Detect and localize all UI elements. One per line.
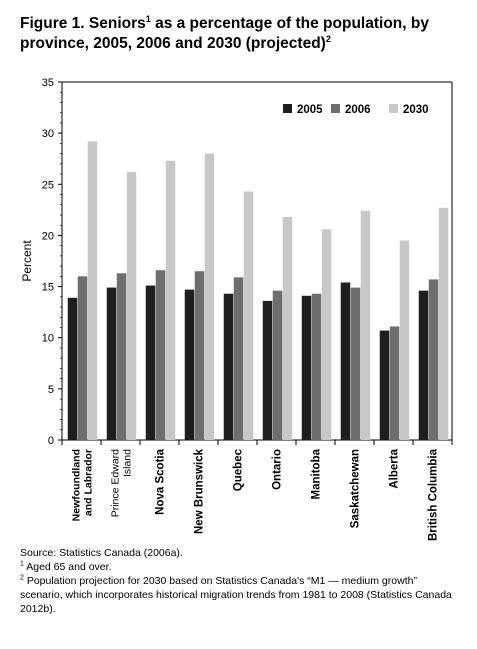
legend-label: 2030: [403, 104, 429, 116]
category-label: Saskatchewan: [350, 449, 362, 528]
bar-2030: [87, 141, 98, 440]
bar-2006: [77, 276, 88, 440]
category-label: Ontario: [272, 449, 284, 490]
bar-2005: [262, 300, 273, 440]
bar-2030: [321, 229, 332, 440]
bar-2006: [389, 326, 400, 440]
bar-2030: [360, 210, 371, 440]
y-tick-label: 10: [42, 333, 54, 345]
bar-chart: 0 5 10 15 20 25 30 35 Percent Newfoundland and Lab…: [20, 77, 453, 541]
figure-title: Figure 1. Seniors1 as a percentage of th…: [20, 14, 460, 54]
y-tick-label: 0: [48, 435, 54, 447]
source-note: Source: Statistics Canada (2006a).: [20, 547, 183, 559]
y-tick-label: 5: [48, 384, 54, 396]
category-label: and Labrador: [83, 449, 95, 516]
bar-2005: [184, 289, 195, 440]
bar-2006: [428, 279, 439, 440]
figure-notes: Source: Statistics Canada (2006a). 1 Age…: [20, 546, 460, 616]
bar-2030: [126, 172, 137, 441]
bar-2005: [379, 330, 390, 440]
legend-label: 2006: [345, 104, 371, 116]
y-tick-label: 30: [42, 128, 54, 140]
bar-2006: [233, 277, 244, 440]
bar-2005: [67, 297, 78, 440]
title-text-start: Figure 1. Seniors: [20, 15, 146, 32]
category-label: Quebec: [233, 448, 245, 491]
footnote-1-text: Aged 65 and over.: [23, 561, 112, 573]
category-label: Manitoba: [311, 448, 323, 499]
bar-2030: [282, 217, 293, 440]
y-tick-label: 35: [42, 77, 54, 89]
bar-2030: [399, 240, 410, 440]
legend-swatch-2006: [331, 104, 340, 113]
y-tick-label: 15: [42, 282, 54, 294]
legend-swatch-2005: [283, 104, 292, 113]
bar-2005: [340, 282, 351, 440]
bar-2030: [438, 207, 449, 440]
category-label: Alberta: [389, 448, 401, 488]
bar-2006: [350, 287, 361, 440]
title-footnote-mark-1: 1: [145, 13, 151, 24]
category-label: Newfoundland: [71, 449, 83, 521]
legend-label: 2005: [297, 104, 323, 116]
title-footnote-mark-2: 2: [325, 33, 331, 44]
y-tick-label: 25: [42, 179, 54, 191]
title-text-end: as a percentage of the population, by pr…: [20, 15, 429, 52]
bar-2006: [155, 270, 166, 440]
bar-2006: [311, 293, 322, 440]
bar-2006: [272, 290, 283, 440]
legend-swatch-2030: [389, 104, 398, 113]
category-label: Prince Edward: [110, 449, 122, 517]
bar-2005: [223, 293, 234, 440]
footnote-1: 1 Aged 65 and over.: [20, 560, 460, 574]
bar-2005: [106, 287, 117, 440]
category-label: New Brunswick: [194, 448, 206, 534]
bar-2006: [194, 271, 205, 440]
y-axis-label: Percent: [20, 240, 34, 282]
bar-2030: [165, 160, 176, 440]
category-label: Nova Scotia: [155, 448, 167, 514]
footnote-2: 2 Population projection for 2030 based o…: [20, 574, 460, 616]
bar-2005: [145, 285, 156, 440]
bar-2006: [116, 273, 127, 440]
y-tick-label: 20: [42, 230, 54, 242]
bar-2030: [204, 153, 215, 440]
footnote-1-mark: 1: [20, 560, 24, 568]
bar-2005: [418, 290, 429, 440]
bar-2030: [243, 191, 254, 440]
footnote-2-text: Population projection for 2030 based on …: [20, 575, 452, 615]
bar-2005: [301, 295, 312, 440]
category-label: British Columbia: [428, 448, 440, 541]
category-label: Island: [122, 449, 134, 477]
footnote-2-mark: 2: [20, 574, 24, 582]
